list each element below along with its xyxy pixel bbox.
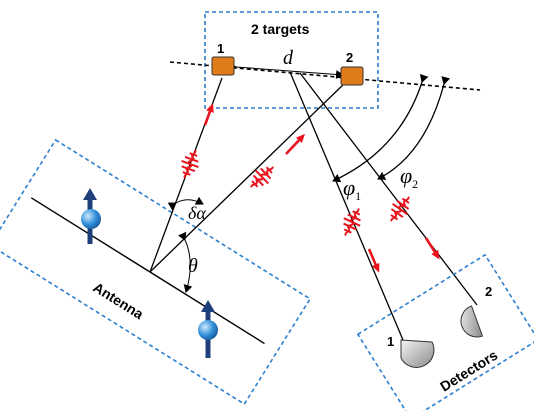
phi1-subscript: 1 [355,189,361,203]
signal-arrow-4 [424,237,440,260]
detectors-box [356,253,534,411]
antenna-group [0,138,312,406]
signal-arrow-3 [367,248,380,273]
phi1-label: φ1 [343,175,361,203]
detector-2-label: 2 [485,284,492,299]
antenna-axis-line [30,197,265,345]
distance-label: d [283,47,294,69]
ray-to-target-2 [149,80,348,273]
theta-arc [178,231,193,293]
detectors-label: Detectors [437,347,500,395]
detector-1-label: 1 [387,334,394,349]
scatter-ray-1 [289,71,404,341]
target-1-label: 1 [217,41,224,56]
wave-packet-1 [181,149,199,179]
phi1-symbol: φ [343,175,355,200]
spin-ball-1 [81,209,101,229]
signal-arrow-1 [203,103,214,126]
phi2-arc [377,76,451,180]
phi2-symbol: φ [400,163,412,188]
distance-arrow [228,61,344,79]
antenna-label: Antenna [90,279,146,322]
target-2 [340,66,364,86]
wave-packet-2 [250,166,274,188]
signal-arrow-2 [285,133,306,155]
wave-packet-4 [390,196,410,222]
target-2-label: 2 [346,50,353,65]
targets-box [204,11,379,109]
antenna-box [0,138,312,406]
scatter-ray-2 [299,72,478,306]
phi2-subscript: 2 [412,177,418,191]
delta-alpha-label: δα [188,203,206,223]
detector-1 [400,339,435,368]
detector-2 [460,305,484,338]
spin-ball-2 [198,320,218,340]
target-1 [211,56,235,76]
targets-box-title: 2 targets [251,21,310,37]
detectors-group [356,253,534,411]
phi2-label: φ2 [400,163,418,191]
theta-label: θ [188,255,198,277]
wave-packet-3 [343,208,361,236]
delta-alpha-arc [167,196,204,211]
